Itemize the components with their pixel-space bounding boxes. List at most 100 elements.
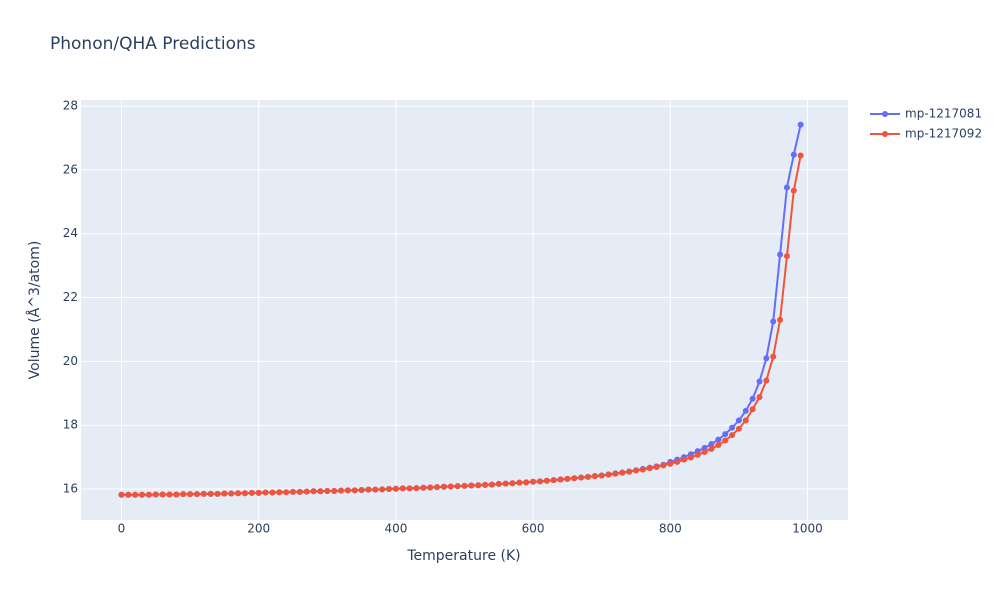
data-point [735,425,742,432]
data-point [626,468,633,475]
data-point [365,486,372,493]
data-point [756,378,763,385]
data-point [440,483,447,490]
data-point [790,151,797,158]
data-point [228,490,235,497]
data-point [701,449,708,456]
data-point [777,316,784,323]
x-axis-title: Temperature (K) [406,548,520,564]
data-point [633,467,640,474]
data-point [324,487,331,494]
data-point [214,490,221,497]
data-point [132,491,139,498]
data-point [701,444,708,451]
data-point [715,436,722,443]
data-point [777,251,784,258]
y-tick-label: 16 [63,482,78,496]
data-point [166,491,173,498]
data-point [303,488,310,495]
x-tick-label: 400 [384,522,407,536]
y-tick-label: 22 [63,290,78,304]
data-point [543,477,550,484]
data-point [783,184,790,191]
data-point [578,474,585,481]
data-point [283,489,290,496]
data-point [564,475,571,482]
data-point [667,460,674,467]
data-point [605,471,612,478]
legend-marker [882,131,888,137]
data-point [379,486,386,493]
data-point [221,490,228,497]
y-tick-label: 26 [63,162,78,176]
data-point [187,491,194,498]
x-tick-label: 1000 [792,522,823,536]
x-tick-label: 200 [247,522,270,536]
data-point [646,465,653,472]
x-tick-label: 0 [118,522,126,536]
y-tick-label: 20 [63,354,78,368]
data-point [495,480,502,487]
data-point [255,489,262,496]
data-point [742,407,749,414]
data-point [619,469,626,476]
data-point [550,477,557,484]
y-tick-label: 28 [63,99,78,113]
data-point [708,445,715,452]
data-point [461,482,468,489]
data-point [358,487,365,493]
y-tick-label: 24 [63,226,78,240]
data-point [687,454,694,461]
data-point [488,481,495,488]
data-point [502,480,509,487]
data-point [749,406,756,413]
data-point [454,483,461,490]
data-point [200,490,207,497]
data-point [536,478,543,485]
data-point [598,472,605,479]
data-point [509,480,516,487]
data-point [406,485,413,492]
data-point [386,486,393,493]
data-point [289,488,296,495]
data-point [207,490,214,497]
data-point [770,353,777,360]
data-point [523,479,530,486]
data-point [516,479,523,486]
data-point [591,473,598,480]
chart-title: Phonon/QHA Predictions [50,34,256,54]
data-point [317,488,324,495]
data-point [139,491,146,498]
data-point [674,458,681,465]
data-point [722,437,729,444]
data-point [653,464,660,471]
data-point [742,417,749,424]
data-point [715,442,722,448]
data-point [372,486,379,493]
data-point [770,318,777,325]
data-point [434,484,441,491]
x-tick-label: 800 [659,522,682,536]
legend-label: mp-1217081 [905,107,982,121]
data-point [276,489,283,496]
x-tick-label: 600 [522,522,545,536]
y-tick-label: 18 [63,418,78,432]
data-point [420,484,427,491]
legend-label: mp-1217092 [905,127,982,141]
data-point [749,395,756,402]
data-point [338,487,345,494]
data-point [241,490,248,497]
plot-area [81,100,848,520]
data-point [248,489,255,496]
data-point [612,470,619,477]
data-point [797,121,804,128]
data-point [681,456,688,463]
data-point [296,488,303,495]
data-point [331,487,338,494]
data-point [413,485,420,492]
data-point [530,478,537,485]
data-point [639,466,646,473]
data-point [763,355,770,362]
data-point [180,491,187,498]
